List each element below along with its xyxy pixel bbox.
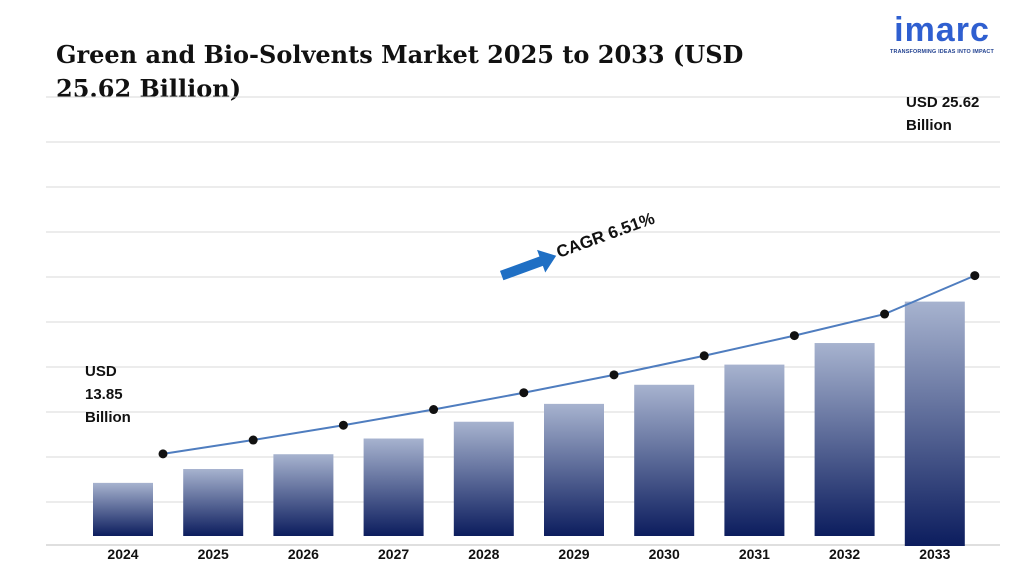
trend-polyline [162,274,976,455]
bar-2033 [904,301,965,546]
x-tick-label: 2030 [649,546,680,562]
bar-2026 [273,454,334,536]
x-tick-label: 2033 [919,546,950,562]
end-value-label: USD 25.62 [906,94,979,111]
x-tick-label: 2026 [288,546,319,562]
logo-wordmark: imarc [894,11,990,49]
start-value-label: Billion [85,409,131,426]
bar-2028 [453,421,514,536]
x-tick-label: 2024 [107,546,138,562]
x-tick-label: 2025 [198,546,229,562]
start-value-label: USD [85,363,117,380]
trend-point-2029 [609,370,619,380]
bar-2025 [183,469,244,536]
x-tick-label: 2029 [558,546,589,562]
bar-2031 [724,364,785,536]
bar-2030 [634,384,695,536]
trend-point-2028 [519,388,529,398]
trend-point-2033 [970,271,980,281]
bar-2032 [814,343,875,536]
bars [93,301,965,546]
start-value-label: 13.85 [85,386,123,403]
end-value-label: Billion [906,117,952,134]
cagr-arrow-icon [499,249,557,281]
trend-point-2025 [248,435,258,445]
imarc-logo: imarc TRANSFORMING IDEAS INTO IMPACT [874,12,1010,55]
x-tick-label: 2027 [378,546,409,562]
trend-point-2024 [158,449,168,459]
bar-2024 [93,482,153,536]
x-tick-label: 2028 [468,546,499,562]
bar-2027 [363,438,424,536]
cagr-label: CAGR 6.51% [554,209,657,262]
trend-line [158,271,980,459]
x-tick-label: 2031 [739,546,770,562]
page-title: Green and Bio-Solvents Market 2025 to 20… [56,40,744,103]
logo-tagline: TRANSFORMING IDEAS INTO IMPACT [889,49,995,55]
trend-point-2032 [880,309,890,319]
x-tick-label: 2032 [829,546,860,562]
trend-point-2031 [789,331,799,341]
trend-point-2026 [338,420,348,430]
trend-point-2030 [699,351,709,361]
trend-point-2027 [429,405,439,415]
cagr-arrow-shape [499,249,557,281]
bar-2029 [544,403,604,536]
